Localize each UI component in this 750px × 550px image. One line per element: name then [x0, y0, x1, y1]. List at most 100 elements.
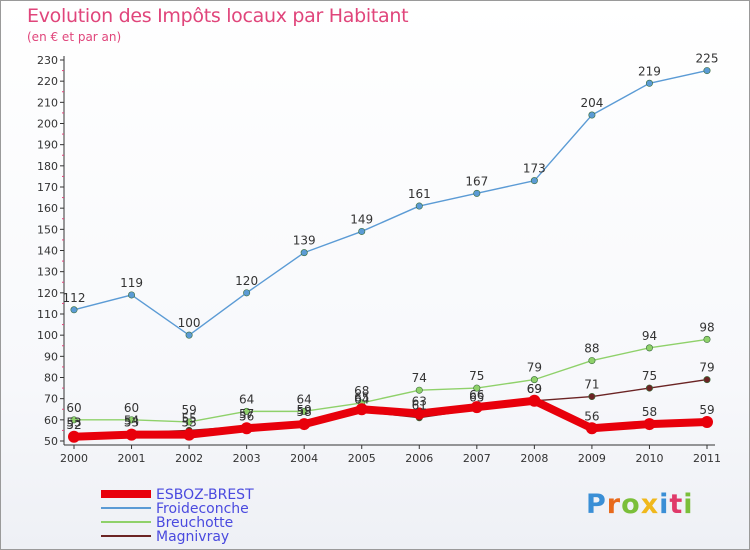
data-point-breuchotte [588, 357, 596, 365]
data-label-esboz-brest: 53 [181, 416, 196, 430]
x-tick-label: 2002 [175, 452, 203, 465]
y-tick-label: 160 [37, 202, 58, 215]
data-point-breuchotte [703, 335, 711, 343]
data-label-esboz-brest: 59 [699, 403, 714, 417]
y-tick-label: 230 [37, 54, 58, 67]
y-tick-label: 210 [37, 96, 58, 109]
data-label-breuchotte: 79 [527, 361, 542, 375]
y-tick-label: 110 [37, 308, 58, 321]
data-point-froideconche [358, 227, 366, 235]
x-tick-label: 2008 [520, 452, 548, 465]
data-label-esboz-brest: 65 [354, 390, 369, 404]
data-point-esboz-brest [355, 403, 368, 416]
data-label-esboz-brest: 69 [527, 382, 542, 396]
data-label-breuchotte: 59 [181, 403, 196, 417]
data-point-magnivray [588, 393, 596, 401]
data-label-esboz-brest: 56 [239, 409, 254, 423]
data-label-froideconche: 225 [696, 52, 719, 66]
chart-series [68, 67, 713, 443]
y-tick-label: 140 [37, 245, 58, 258]
data-label-froideconche: 204 [580, 96, 603, 110]
y-tick-label: 80 [44, 372, 58, 385]
data-point-breuchotte [530, 376, 538, 384]
data-point-froideconche [70, 306, 78, 314]
y-tick-label: 70 [44, 393, 58, 406]
chart-axes: 50 60 70 80 90 100 110 120 130 140 150 160 170 180 190… [37, 54, 721, 465]
data-label-breuchotte: 94 [642, 329, 657, 343]
data-point-breuchotte [473, 384, 481, 392]
x-tick-label: 2001 [118, 452, 146, 465]
data-label-froideconche: 139 [293, 234, 316, 248]
data-point-esboz-brest [701, 415, 713, 428]
data-label-magnivray: 57 [239, 407, 254, 421]
data-label-esboz-brest: 66 [469, 388, 484, 402]
data-label-breuchotte: 60 [66, 401, 81, 415]
data-point-esboz-brest [585, 422, 598, 435]
series-line-esboz-brest [70, 396, 711, 441]
data-point-breuchotte [645, 344, 653, 352]
data-point-breuchotte [128, 416, 136, 424]
y-tick-label: 180 [37, 160, 58, 173]
data-label-magnivray: 65 [469, 390, 484, 404]
y-tick-label: 90 [44, 350, 58, 363]
data-label-froideconche: 219 [638, 64, 661, 78]
data-label-froideconche: 100 [178, 316, 201, 330]
y-tick-label: 150 [37, 223, 58, 236]
data-point-esboz-brest [413, 407, 426, 420]
x-tick-label: 2004 [290, 452, 318, 465]
data-label-breuchotte: 74 [412, 371, 427, 385]
x-tick-label: 2003 [233, 452, 261, 465]
legend-label: Magnivray [156, 529, 229, 545]
data-label-magnivray: 79 [699, 361, 714, 375]
data-label-esboz-brest: 58 [297, 405, 312, 419]
legend-label: ESBOZ-BREST [156, 487, 254, 503]
data-label-froideconche: 173 [523, 162, 546, 176]
chart-legend: ESBOZ-BRESTFroideconcheBreuchotteMagnivr… [101, 487, 254, 545]
data-point-froideconche [243, 289, 251, 297]
x-tick-label: 2007 [463, 452, 491, 465]
x-tick-label: 2010 [635, 452, 663, 465]
data-point-froideconche [473, 189, 481, 197]
data-label-breuchotte: 88 [584, 342, 599, 356]
data-point-froideconche [300, 249, 308, 257]
legend-label: Froideconche [156, 501, 249, 517]
data-label-froideconche: 120 [235, 274, 258, 288]
x-tick-label: 2009 [578, 452, 606, 465]
data-point-esboz-brest [528, 394, 541, 407]
data-point-froideconche [703, 67, 711, 75]
data-label-magnivray: 59 [297, 403, 312, 417]
data-point-esboz-brest [298, 418, 311, 431]
x-tick-label: 2000 [60, 452, 88, 465]
data-point-breuchotte [300, 407, 308, 415]
series-line-breuchotte [73, 338, 708, 423]
data-label-froideconche: 112 [63, 291, 86, 305]
y-tick-label: 220 [37, 75, 58, 88]
data-label-magnivray: 61 [412, 399, 427, 413]
data-label-magnivray: 54 [124, 414, 139, 428]
data-label-breuchotte: 98 [699, 320, 714, 334]
data-point-breuchotte [70, 416, 78, 424]
chart-subtitle: (en € et par an) [27, 30, 122, 44]
data-point-froideconche [530, 177, 538, 185]
data-label-froideconche: 119 [120, 276, 143, 290]
data-point-froideconche [645, 79, 653, 87]
x-tick-label: 2006 [405, 452, 433, 465]
data-label-esboz-brest: 53 [124, 416, 139, 430]
y-tick-label: 50 [44, 435, 58, 448]
legend-label: Breuchotte [156, 515, 233, 531]
data-point-froideconche [128, 291, 136, 299]
x-tick-label: 2011 [693, 452, 721, 465]
data-point-esboz-brest [183, 428, 196, 441]
data-label-magnivray: 55 [181, 411, 196, 425]
data-label-breuchotte: 64 [297, 392, 312, 406]
data-point-froideconche [415, 202, 423, 210]
data-point-froideconche [588, 111, 596, 119]
data-label-magnivray: 53 [66, 416, 81, 430]
data-point-magnivray [645, 384, 653, 392]
data-label-esboz-brest: 52 [66, 418, 81, 432]
y-tick-label: 100 [37, 329, 58, 342]
y-tick-label: 200 [37, 118, 58, 131]
